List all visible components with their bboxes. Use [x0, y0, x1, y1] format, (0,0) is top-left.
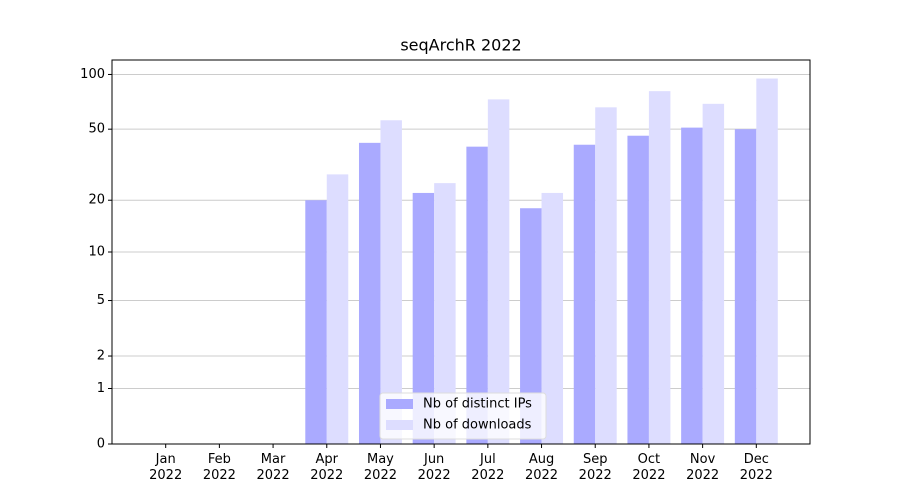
bar [412, 192, 435, 444]
bar [541, 192, 564, 444]
y-tick-label: 2 [97, 349, 105, 364]
x-tick-label: Jan 2022 [149, 452, 183, 483]
x-tick-label: Dec 2022 [739, 452, 773, 483]
x-tick-label: Feb 2022 [202, 452, 236, 483]
bar [380, 120, 402, 444]
legend-swatch [386, 399, 413, 409]
x-tick-label: Jun 2022 [417, 452, 451, 483]
x-tick-label: Apr 2022 [310, 452, 344, 483]
bar [326, 174, 349, 444]
y-tick-label: 5 [97, 293, 105, 308]
y-tick-label: 0 [97, 437, 105, 452]
bar [756, 78, 778, 444]
bar [627, 135, 649, 444]
y-tick-label: 50 [88, 122, 105, 137]
bar [487, 99, 510, 445]
x-tick-label: Sep 2022 [578, 452, 612, 483]
x-tick-label: May 2022 [363, 452, 397, 483]
bar [734, 129, 757, 444]
legend-box [379, 392, 547, 440]
bar [358, 142, 381, 444]
bar [648, 91, 671, 445]
legend-label: Nb of distinct IPs [423, 397, 532, 412]
bar [595, 107, 617, 444]
y-tick-label: 1 [97, 381, 105, 396]
bar [434, 183, 456, 445]
legend-swatch [386, 420, 413, 430]
x-tick-label: Nov 2022 [686, 452, 720, 483]
x-tick-label: Aug 2022 [524, 452, 559, 483]
legend-label: Nb of downloads [423, 418, 532, 433]
plot-frame [111, 59, 811, 445]
y-tick-label: 10 [88, 245, 105, 260]
x-tick-label: Oct 2022 [632, 452, 666, 483]
bar [466, 146, 488, 444]
bar [681, 127, 703, 444]
bar [305, 200, 327, 444]
x-tick-label: Jul 2022 [471, 452, 505, 483]
bar [573, 144, 596, 444]
chart-title: seqArchR 2022 [400, 36, 521, 55]
x-tick-label: Mar 2022 [256, 452, 290, 483]
legend: Nb of distinct IPs Nb of downloads [379, 392, 547, 440]
bar [520, 208, 542, 444]
y-tick-label: 100 [80, 67, 105, 82]
y-tick-label: 20 [88, 193, 105, 208]
bar [702, 103, 725, 444]
